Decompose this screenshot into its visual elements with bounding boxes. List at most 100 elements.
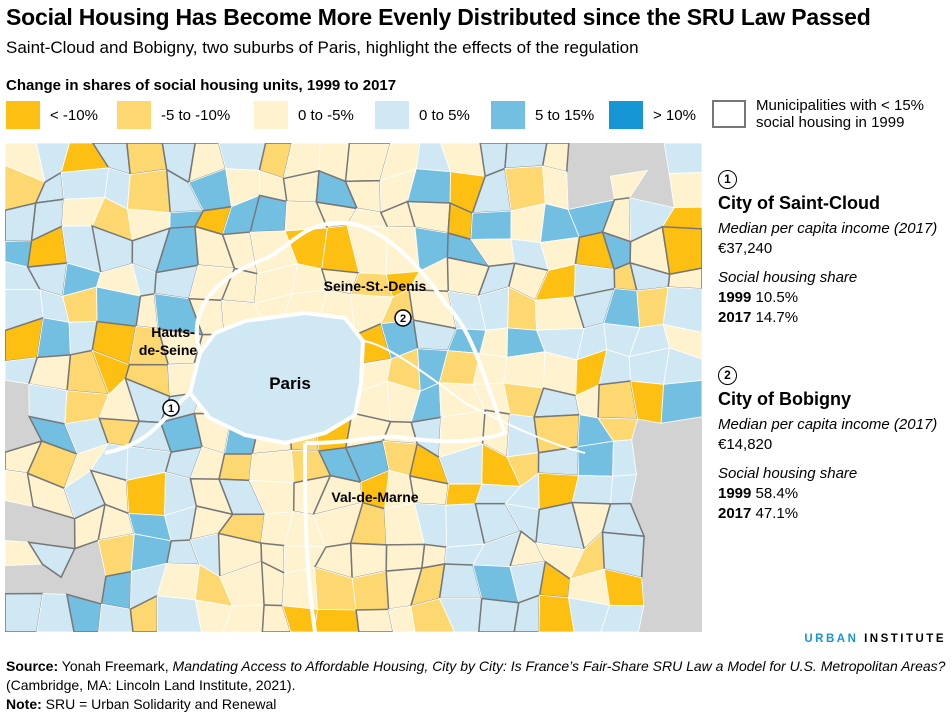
city-name: City of Bobigny xyxy=(718,389,851,409)
share-2017: 2017 47.1% xyxy=(718,505,799,522)
label-seine-st-denis: Seine-St.-Denis xyxy=(324,278,427,294)
municipality xyxy=(27,541,76,579)
municipality xyxy=(577,440,614,477)
city-panel: 1 City of Saint-Cloud Median per capita … xyxy=(718,170,952,522)
footer: Source: Yonah Freemark, Mandating Access… xyxy=(6,657,952,714)
municipality xyxy=(65,593,103,632)
legend-label: > 10% xyxy=(653,106,696,124)
municipality xyxy=(281,605,319,632)
income-label: Median per capita income (2017) xyxy=(718,416,938,433)
legend-swatch xyxy=(609,101,643,129)
department-boundary xyxy=(194,220,508,445)
municipality xyxy=(513,594,541,632)
municipality xyxy=(222,604,265,632)
municipality xyxy=(538,594,575,632)
municipality xyxy=(385,543,426,572)
label-val-de-marne: Val-de-Marne xyxy=(331,489,418,505)
municipality xyxy=(438,598,483,632)
municipality xyxy=(98,603,134,632)
municipality xyxy=(126,169,171,214)
legend-swatch xyxy=(117,101,151,129)
chart-title: Social Housing Has Become More Evenly Di… xyxy=(6,4,871,30)
legend-swatch xyxy=(375,101,409,129)
municipality xyxy=(661,225,702,276)
legend-swatch xyxy=(491,101,525,129)
legend-label: 5 to 15% xyxy=(535,106,595,124)
chart-subtitle: Saint-Cloud and Bobigny, two suburbs of … xyxy=(6,38,639,57)
source-note: Source: Yonah Freemark, Mandating Access… xyxy=(6,658,946,693)
municipality xyxy=(662,323,702,360)
legend-label: < -10% xyxy=(50,106,98,124)
marker-2-icon: 2 xyxy=(718,366,737,385)
municipality xyxy=(5,592,44,632)
municipality xyxy=(126,143,168,176)
municipality xyxy=(470,210,512,240)
municipality xyxy=(60,167,110,200)
municipality xyxy=(313,608,360,632)
note: Note: SRU = Urban Solidarity and Renewal xyxy=(6,696,277,712)
municipality xyxy=(542,165,569,211)
municipality xyxy=(503,351,546,389)
municipality xyxy=(100,570,132,611)
map: Paris Hauts- de-Seine Seine-St.-Denis Va… xyxy=(5,143,702,632)
municipality xyxy=(129,594,159,632)
legend-item-lt-minus10: < -10% xyxy=(6,101,98,129)
municipality xyxy=(571,475,614,505)
municipality xyxy=(194,599,234,632)
municipality xyxy=(661,206,702,230)
marker-1-label: 1 xyxy=(168,403,174,415)
share-label: Social housing share xyxy=(718,465,858,482)
municipality xyxy=(504,165,546,212)
share-label: Social housing share xyxy=(718,269,858,286)
municipality xyxy=(36,593,75,632)
municipality xyxy=(567,597,611,632)
city-name: City of Saint-Cloud xyxy=(718,193,880,213)
income-value: €37,240 xyxy=(718,240,773,257)
legend-label: Municipalities with < 15% social housing … xyxy=(756,97,924,131)
municipality xyxy=(660,379,702,424)
label-paris: Paris xyxy=(269,374,311,393)
legend-item-0-minus5: 0 to -5% xyxy=(254,101,354,129)
municipality xyxy=(663,347,702,385)
urban-institute-logo: URBAN INSTITUTE xyxy=(804,633,946,645)
legend-item-0-5: 0 to 5% xyxy=(375,101,470,129)
marker-saint-cloud xyxy=(162,399,180,417)
municipality xyxy=(477,597,520,632)
municipality xyxy=(351,570,389,611)
income-label: Median per capita income (2017) xyxy=(718,220,938,237)
marker-bobigny xyxy=(394,309,412,327)
municipality xyxy=(662,286,702,333)
municipality xyxy=(218,453,254,482)
municipality xyxy=(5,202,37,243)
marker-1-icon: 1 xyxy=(718,170,737,189)
municipality xyxy=(668,172,702,209)
municipality xyxy=(249,449,295,484)
legend-item-minus5-10: -5 to -10% xyxy=(117,101,230,129)
paris-polygon xyxy=(187,310,366,446)
legend-label: 0 to -5% xyxy=(298,106,354,124)
marker-2-label: 2 xyxy=(400,313,406,325)
municipality xyxy=(600,604,645,632)
municipality xyxy=(218,143,267,171)
municipality xyxy=(388,605,416,632)
legend-item-outline: Municipalities with < 15% social housing … xyxy=(712,97,924,131)
river xyxy=(362,340,586,454)
legend-label: 0 to 5% xyxy=(419,106,470,124)
municipality xyxy=(663,143,702,174)
legend-item-gt10: > 10% xyxy=(609,101,696,129)
legend-swatch xyxy=(254,101,288,129)
municipality xyxy=(261,604,292,632)
label-hauts-de-seine-2: de-Seine xyxy=(139,342,198,358)
share-1999: 1999 10.5% xyxy=(718,289,799,306)
income-value: €14,820 xyxy=(718,436,773,453)
department-boundary xyxy=(104,391,317,632)
municipality xyxy=(504,143,548,170)
city-bobigny: 2 City of Bobigny Median per capita inco… xyxy=(718,366,952,522)
city-saint-cloud: 1 City of Saint-Cloud Median per capita … xyxy=(718,170,952,326)
share-2017: 2017 14.7% xyxy=(718,309,799,326)
legend-item-5-15: 5 to 15% xyxy=(491,101,594,129)
municipality xyxy=(410,598,456,632)
legend-swatch xyxy=(712,100,746,128)
label-hauts-de-seine-1: Hauts- xyxy=(151,324,195,340)
municipality xyxy=(36,317,71,358)
